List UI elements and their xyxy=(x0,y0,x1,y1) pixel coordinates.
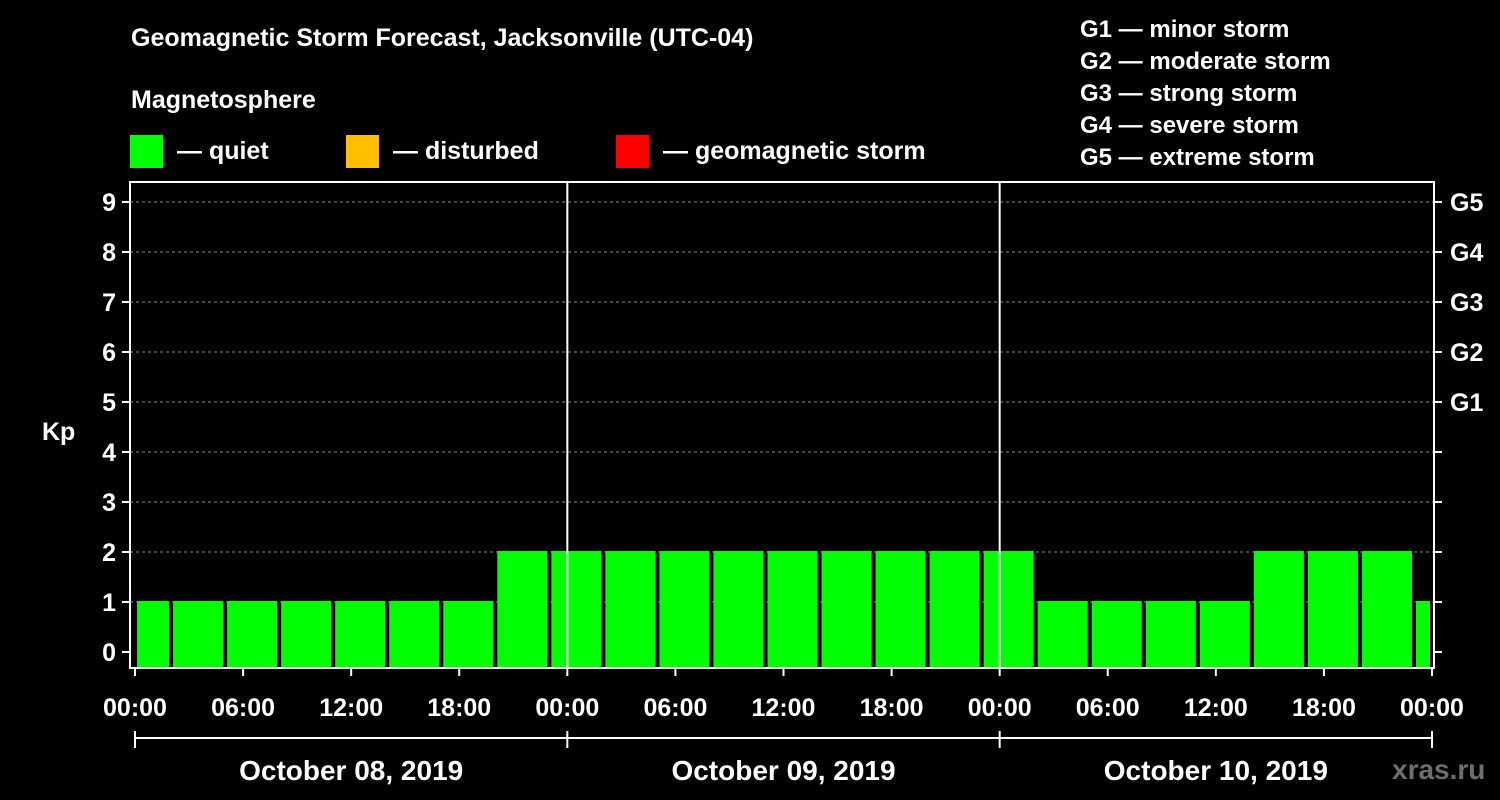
kp-bar xyxy=(1145,601,1196,668)
kp-bar xyxy=(983,551,1034,668)
kp-bar xyxy=(1091,601,1142,668)
x-tick-label: 06:00 xyxy=(643,694,707,722)
x-tick-label: 18:00 xyxy=(860,694,924,722)
kp-bar xyxy=(659,551,710,668)
kp-bar xyxy=(1307,551,1358,668)
y-tick-label: 9 xyxy=(102,189,116,217)
legend-item-disturbed: — disturbed xyxy=(346,134,539,168)
g-scale-g4: G4 — severe storm xyxy=(1080,112,1299,139)
legend-swatch-storm xyxy=(616,134,649,168)
kp-bar xyxy=(767,551,818,668)
y-tick-label: 2 xyxy=(102,539,116,567)
g-scale-g2: G2 — moderate storm xyxy=(1080,48,1331,75)
y-tick-label: 0 xyxy=(102,639,116,667)
legend-label-quiet: — quiet xyxy=(177,136,269,165)
kp-bar xyxy=(137,601,170,668)
kp-bar xyxy=(497,551,548,668)
x-tick-label: 18:00 xyxy=(427,694,491,722)
watermark: xras.ru xyxy=(1392,754,1486,785)
g-level-label: G4 xyxy=(1450,239,1483,267)
kp-bar xyxy=(713,551,764,668)
kp-bar xyxy=(875,551,926,668)
chart-title: Geomagnetic Storm Forecast, Jacksonville… xyxy=(131,24,754,52)
x-tick-label: 00:00 xyxy=(968,694,1032,722)
legend-item-quiet: — quiet xyxy=(130,134,269,168)
plot-frame xyxy=(129,181,1435,669)
legend-item-storm: — geomagnetic storm xyxy=(616,134,926,168)
x-tick-label: 12:00 xyxy=(1184,694,1248,722)
kp-bar xyxy=(335,601,386,668)
g-scale-legend: G1 — minor storm G2 — moderate storm G3 … xyxy=(1080,14,1331,174)
x-tick-label: 00:00 xyxy=(535,694,599,722)
legend-swatch-disturbed xyxy=(346,134,379,168)
y-tick-label: 6 xyxy=(102,339,116,367)
x-tick-label: 18:00 xyxy=(1292,694,1356,722)
x-tick-label: 00:00 xyxy=(1400,694,1464,722)
g-scale-g1: G1 — minor storm xyxy=(1080,16,1290,43)
y-tick-label: 1 xyxy=(102,589,116,617)
kp-bar xyxy=(227,601,278,668)
kp-bar xyxy=(173,601,224,668)
kp-bar xyxy=(821,551,872,668)
g-scale-g3: G3 — strong storm xyxy=(1080,80,1298,107)
day-label: October 09, 2019 xyxy=(671,755,895,786)
kp-bar xyxy=(389,601,440,668)
x-tick-label: 06:00 xyxy=(1076,694,1140,722)
kp-bar xyxy=(1199,601,1250,668)
kp-bar xyxy=(1415,601,1430,668)
x-tick-label: 00:00 xyxy=(103,694,167,722)
kp-bar xyxy=(1253,551,1304,668)
legend-label-storm: — geomagnetic storm xyxy=(663,136,926,165)
kp-bar xyxy=(605,551,656,668)
day-label: October 08, 2019 xyxy=(239,755,463,786)
x-tick-label: 12:00 xyxy=(752,694,816,722)
kp-bar xyxy=(443,601,494,668)
y-tick-label: 5 xyxy=(102,389,116,417)
kp-bar xyxy=(929,551,980,668)
legend-swatch-quiet xyxy=(130,134,163,168)
y-axis-label: Kp xyxy=(42,418,75,446)
y-tick-label: 8 xyxy=(102,239,116,267)
g-level-label: G5 xyxy=(1450,189,1483,217)
g-level-label: G2 xyxy=(1450,339,1483,367)
day-label: October 10, 2019 xyxy=(1104,755,1328,786)
y-tick-label: 4 xyxy=(102,439,116,467)
y-tick-label: 7 xyxy=(102,289,116,317)
g-scale-g5: G5 — extreme storm xyxy=(1080,144,1315,171)
kp-bar xyxy=(281,601,332,668)
g-level-label: G3 xyxy=(1450,289,1483,317)
kp-bar xyxy=(1361,551,1412,668)
x-tick-label: 06:00 xyxy=(211,694,275,722)
x-tick-label: 12:00 xyxy=(319,694,383,722)
legend-label-disturbed: — disturbed xyxy=(393,136,539,165)
kp-bar xyxy=(551,551,602,668)
magnetosphere-title: Magnetosphere xyxy=(131,86,316,114)
y-tick-label: 3 xyxy=(102,489,116,517)
kp-bar xyxy=(1037,601,1088,668)
g-level-label: G1 xyxy=(1450,389,1483,417)
